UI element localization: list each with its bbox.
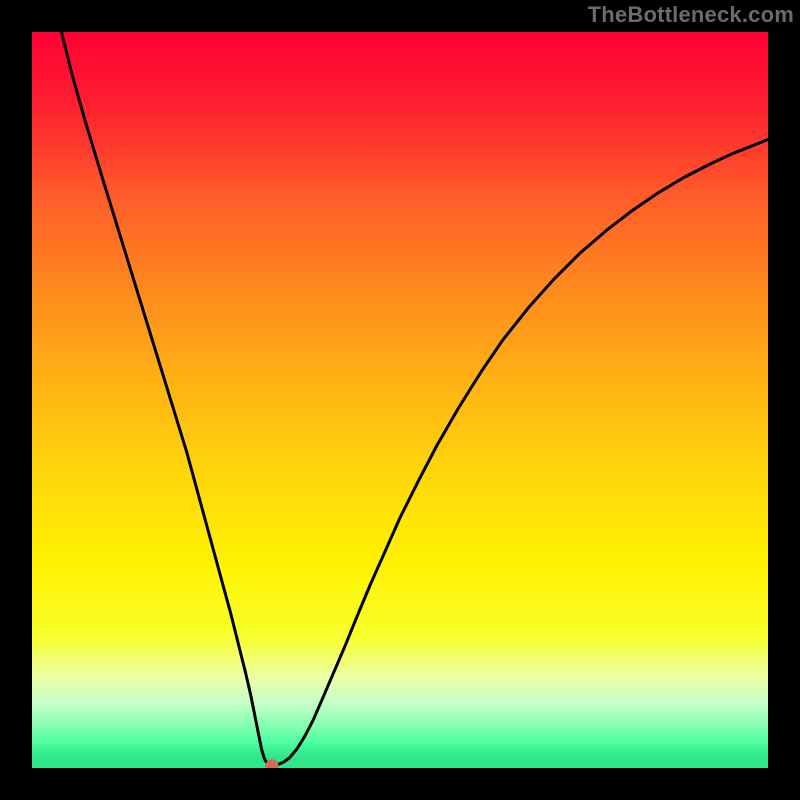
bottleneck-curve	[61, 32, 768, 766]
chart-svg-layer	[32, 32, 768, 768]
plot-area	[32, 32, 768, 768]
optimum-marker	[265, 759, 278, 768]
watermark-text: TheBottleneck.com	[588, 2, 794, 28]
chart-container: TheBottleneck.com	[0, 0, 800, 800]
